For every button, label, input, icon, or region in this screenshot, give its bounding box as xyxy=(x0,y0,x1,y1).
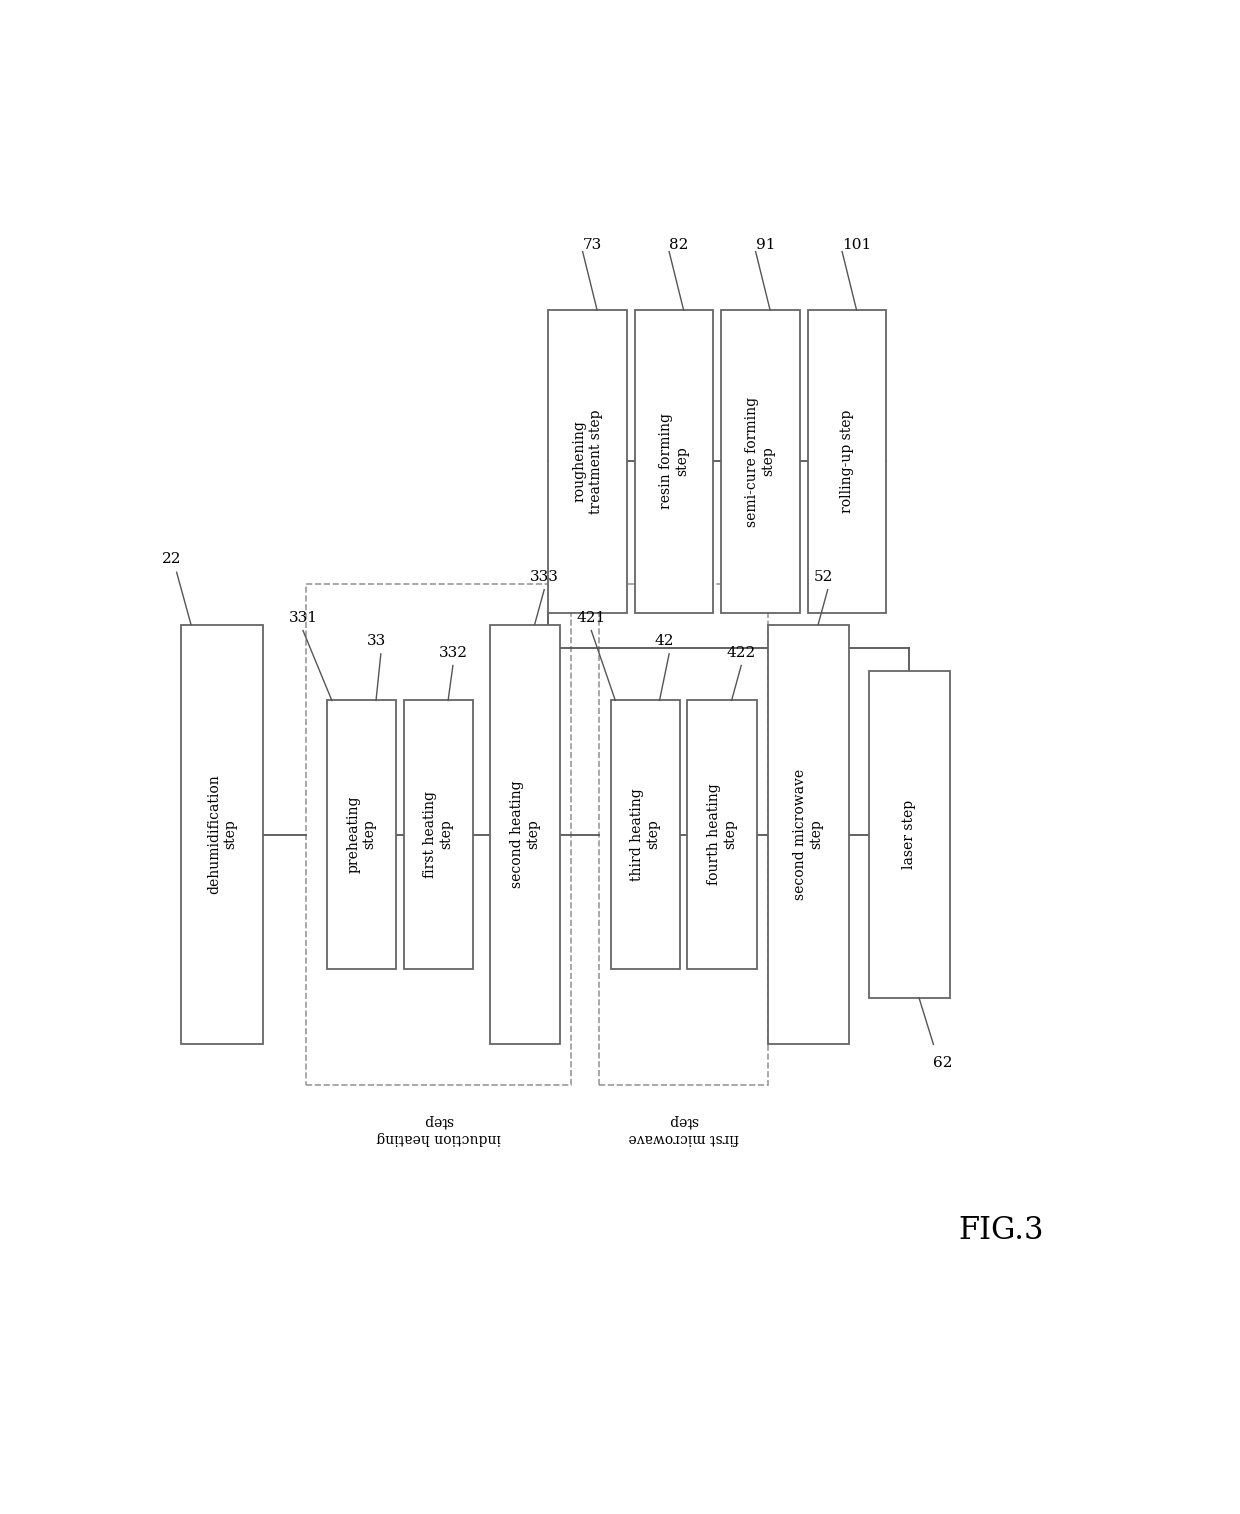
Bar xyxy=(687,701,756,969)
Bar xyxy=(868,671,950,998)
Text: resin forming
step: resin forming step xyxy=(658,413,689,510)
Text: 82: 82 xyxy=(670,238,688,251)
Text: semi-cure forming
step: semi-cure forming step xyxy=(745,397,775,527)
Text: first microwave
step: first microwave step xyxy=(629,1114,739,1145)
Bar xyxy=(306,584,570,1086)
Text: 333: 333 xyxy=(529,569,559,584)
Text: 22: 22 xyxy=(162,553,182,566)
Text: rolling-up step: rolling-up step xyxy=(839,410,854,513)
Text: FIG.3: FIG.3 xyxy=(959,1216,1043,1246)
Bar xyxy=(635,310,713,613)
Text: third heating
step: third heating step xyxy=(630,789,660,881)
Bar xyxy=(490,625,559,1045)
Text: 331: 331 xyxy=(289,610,317,625)
Text: 73: 73 xyxy=(583,238,601,251)
Text: preheating
step: preheating step xyxy=(346,796,377,874)
Text: second microwave
step: second microwave step xyxy=(794,769,823,901)
Text: second heating
step: second heating step xyxy=(510,781,541,889)
Text: 101: 101 xyxy=(842,238,872,251)
Text: 421: 421 xyxy=(577,610,606,625)
Bar xyxy=(610,701,680,969)
Bar xyxy=(807,310,887,613)
Bar xyxy=(327,701,397,969)
Text: induction heating
step: induction heating step xyxy=(376,1114,501,1145)
Text: roughening
treatment step: roughening treatment step xyxy=(573,409,603,513)
Bar xyxy=(768,625,849,1045)
Bar xyxy=(404,701,474,969)
Text: 422: 422 xyxy=(727,645,756,660)
Bar xyxy=(181,625,263,1045)
Bar xyxy=(720,310,800,613)
Text: first heating
step: first heating step xyxy=(423,790,454,878)
Text: dehumidification
step: dehumidification step xyxy=(207,775,237,895)
Text: 33: 33 xyxy=(367,634,386,648)
Text: 62: 62 xyxy=(934,1057,952,1070)
Text: 42: 42 xyxy=(655,634,675,648)
Text: 91: 91 xyxy=(755,238,775,251)
Bar xyxy=(599,584,768,1086)
Text: 332: 332 xyxy=(439,645,467,660)
Text: 52: 52 xyxy=(813,569,833,584)
Text: fourth heating
step: fourth heating step xyxy=(707,784,737,886)
Bar xyxy=(548,310,627,613)
Text: laser step: laser step xyxy=(903,799,916,869)
